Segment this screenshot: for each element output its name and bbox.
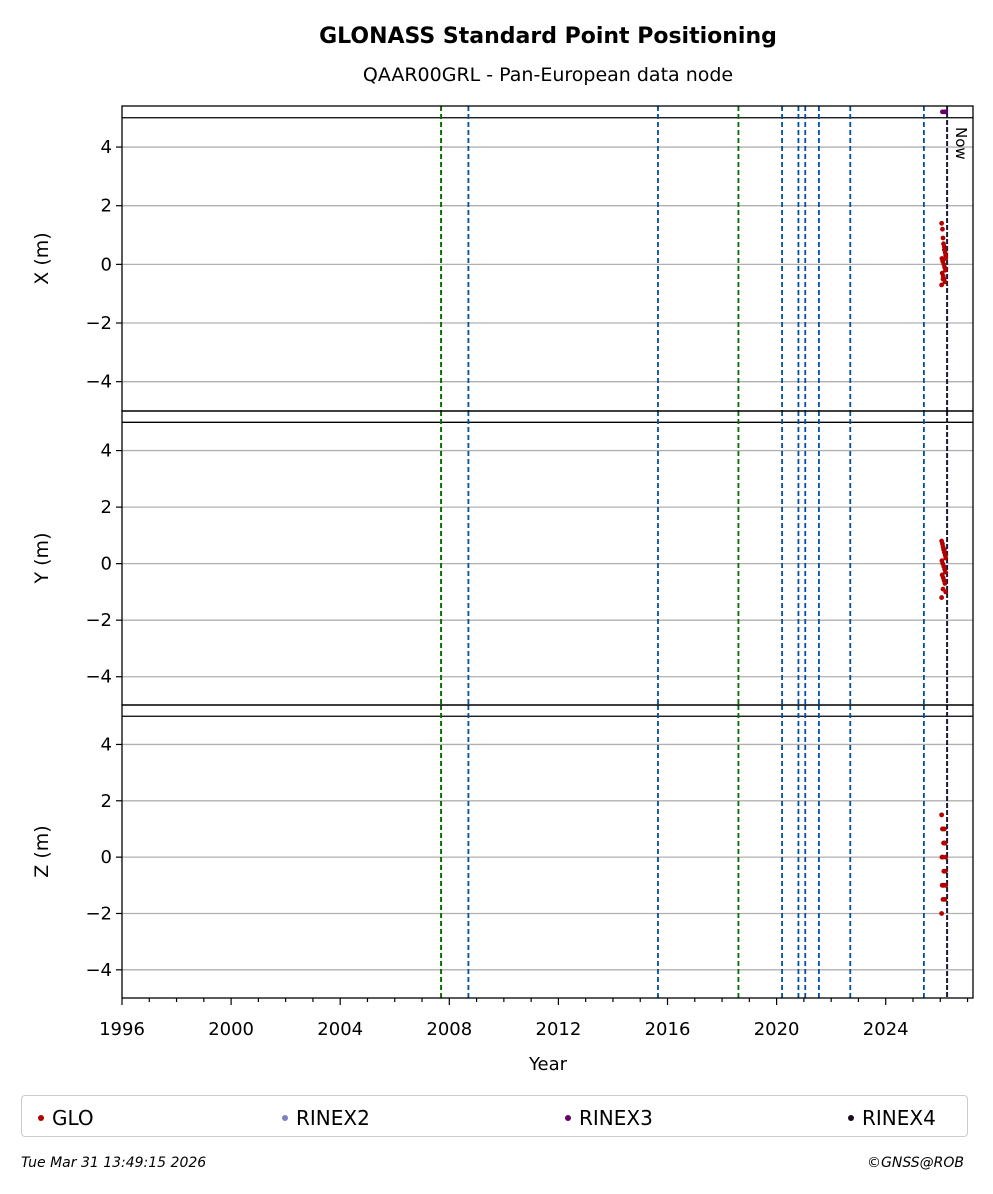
legend-marker-glo bbox=[38, 1115, 44, 1121]
legend-marker-rinex4 bbox=[848, 1115, 854, 1121]
y-tick-label: 0 bbox=[101, 554, 112, 575]
data-point-glo bbox=[943, 589, 949, 595]
panel-frame bbox=[121, 704, 974, 999]
y-tick-label: 4 bbox=[101, 441, 112, 462]
data-point-glo bbox=[940, 854, 946, 860]
data-point-glo bbox=[939, 911, 945, 916]
legend-item-rinex2: RINEX2 bbox=[282, 1106, 370, 1130]
legend: GLO RINEX2 RINEX3 RINEX4 bbox=[21, 1095, 968, 1137]
x-tick-label: 2008 bbox=[426, 1019, 472, 1040]
plot-area: −4 −2 0 2 4 X (m) −4 −2 0 2 4 Y (m) −4 −2 0 2 4 Z (m) Now 1… bbox=[31, 105, 974, 1040]
y-axis-label: Y (m) bbox=[31, 533, 53, 585]
data-point-glo bbox=[943, 256, 949, 261]
chart-title: GLONASS Standard Point Positioning bbox=[319, 24, 777, 49]
data-point-rinex3 bbox=[943, 109, 949, 115]
data-point-glo bbox=[939, 220, 945, 226]
y-tick-label: 4 bbox=[101, 734, 112, 755]
data-point-glo bbox=[942, 840, 948, 846]
x-tick-label: 1996 bbox=[99, 1019, 145, 1040]
footer-timestamp: Tue Mar 31 13:49:15 2026 bbox=[21, 1155, 207, 1171]
y-tick-label: −4 bbox=[85, 372, 112, 393]
y-tick-label: −2 bbox=[85, 903, 112, 924]
y-tick-label: −4 bbox=[85, 667, 112, 688]
panel-frame bbox=[121, 410, 974, 706]
footer-copyright: ©GNSS@ROB bbox=[867, 1155, 964, 1171]
x-tick-label: 2000 bbox=[208, 1019, 254, 1040]
y-tick-label: 0 bbox=[101, 847, 112, 868]
legend-marker-rinex2 bbox=[282, 1115, 288, 1121]
y-tick-label: −4 bbox=[85, 960, 112, 981]
data-point-glo bbox=[941, 244, 947, 250]
data-point-glo bbox=[939, 812, 945, 818]
data-point-glo bbox=[939, 282, 945, 288]
y-tick-label: 4 bbox=[101, 137, 112, 158]
data-point-glo bbox=[943, 882, 949, 888]
data-point-glo bbox=[940, 235, 946, 241]
data-point-glo bbox=[941, 826, 947, 832]
panel-frame bbox=[121, 105, 974, 412]
data-point-glo bbox=[940, 896, 946, 902]
y-axis-label: X (m) bbox=[31, 232, 53, 284]
x-tick-label: 2012 bbox=[536, 1019, 582, 1040]
legend-label-glo: GLO bbox=[52, 1106, 94, 1130]
y-tick-label: 0 bbox=[101, 254, 112, 275]
legend-label-rinex4: RINEX4 bbox=[862, 1106, 936, 1130]
legend-label-rinex3: RINEX3 bbox=[579, 1106, 653, 1130]
x-tick-label: 2016 bbox=[645, 1019, 691, 1040]
data-point-glo bbox=[940, 276, 946, 282]
legend-label-rinex2: RINEX2 bbox=[296, 1106, 370, 1130]
y-tick-label: −2 bbox=[85, 610, 112, 631]
data-point-glo bbox=[941, 547, 947, 552]
chart-canvas: GLONASS Standard Point Positioning QAAR0… bbox=[31, 24, 974, 1075]
legend-item-rinex3: RINEX3 bbox=[565, 1106, 653, 1130]
data-point-glo bbox=[943, 868, 948, 874]
legend-item-rinex4: RINEX4 bbox=[848, 1106, 936, 1130]
x-tick-label: 2004 bbox=[317, 1019, 363, 1040]
legend-marker-rinex3 bbox=[565, 1115, 571, 1121]
now-label: Now bbox=[952, 127, 970, 160]
legend-item-glo: GLO bbox=[38, 1106, 94, 1130]
y-tick-label: −2 bbox=[85, 313, 112, 334]
data-point-glo bbox=[939, 595, 945, 600]
data-point-glo bbox=[940, 226, 945, 232]
x-axis-label: Year bbox=[528, 1054, 568, 1075]
chart-subtitle: QAAR00GRL - Pan-European data node bbox=[363, 64, 733, 86]
data-point-glo bbox=[943, 555, 949, 561]
data-point-glo bbox=[942, 581, 948, 586]
y-tick-label: 2 bbox=[101, 791, 112, 812]
data-point-glo bbox=[943, 267, 948, 273]
y-axis-label: Z (m) bbox=[31, 825, 53, 877]
x-tick-label: 2020 bbox=[754, 1019, 800, 1040]
data-point-glo bbox=[943, 569, 948, 575]
y-tick-label: 2 bbox=[101, 497, 112, 518]
x-tick-label: 2024 bbox=[863, 1019, 909, 1040]
y-tick-label: 2 bbox=[101, 196, 112, 217]
